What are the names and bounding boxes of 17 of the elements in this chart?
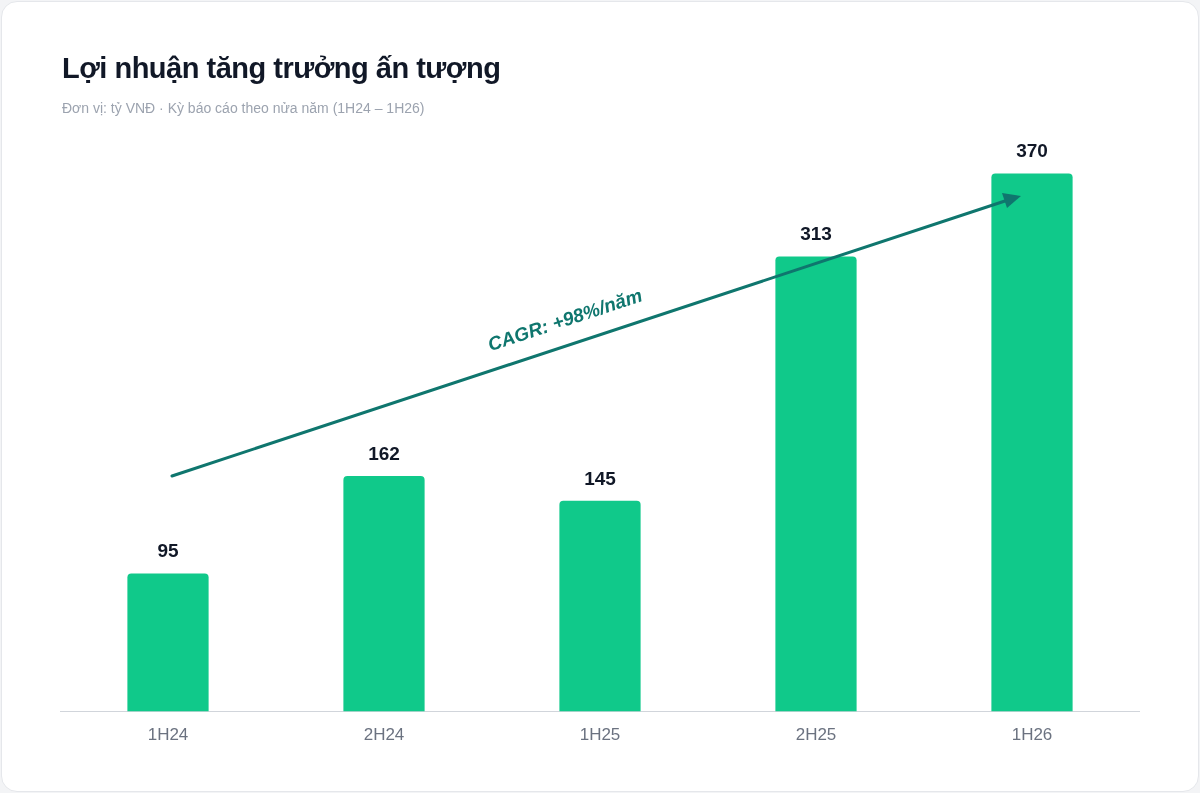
- chart-subtitle: Đơn vị: tỷ VNĐ · Kỳ báo cáo theo nửa năm (1H24 – 1H26): [62, 100, 425, 116]
- data-label: 95: [157, 540, 179, 562]
- data-label: 313: [800, 223, 832, 245]
- x-tick-label: 2H25: [795, 725, 837, 745]
- bar: [991, 173, 1073, 712]
- x-tick-label: 1H25: [579, 725, 621, 745]
- data-label: 145: [584, 467, 617, 489]
- bar: [559, 500, 641, 712]
- x-tick-label: 2H24: [363, 725, 405, 745]
- bar: [775, 256, 857, 712]
- chart-title: Lợi nhuận tăng trưởng ấn tượng: [62, 52, 501, 85]
- data-label: 370: [1016, 140, 1048, 162]
- bar: [127, 573, 209, 712]
- bar: [343, 476, 425, 712]
- data-label: 162: [368, 442, 400, 464]
- x-tick-label: 1H24: [147, 725, 189, 745]
- x-tick-label: 1H26: [1011, 725, 1053, 745]
